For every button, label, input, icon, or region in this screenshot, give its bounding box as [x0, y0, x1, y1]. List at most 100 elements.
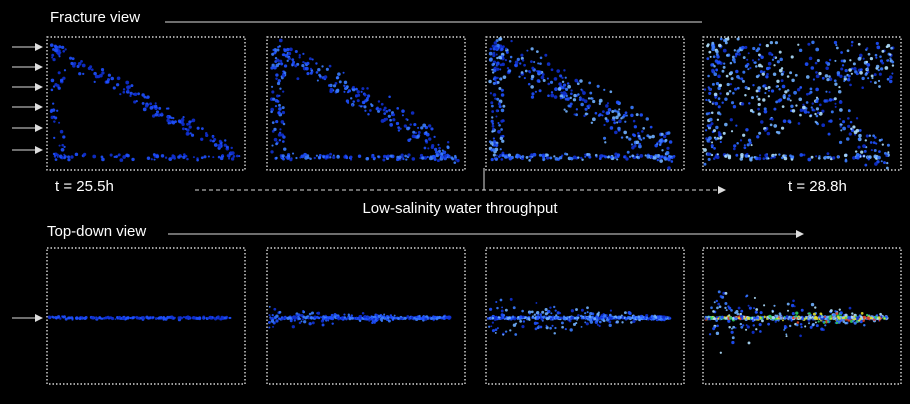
tracer-dot [853, 130, 858, 135]
tracer-dot [559, 96, 563, 100]
tracer-dot [778, 50, 782, 54]
tracer-dot [754, 310, 758, 314]
tracer-dot [141, 101, 145, 105]
tracer-dot [740, 154, 744, 159]
tracer-dot [859, 53, 863, 58]
tracer-dot [821, 123, 826, 128]
tracer-dot [500, 128, 503, 131]
tracer-dot [886, 59, 889, 62]
tracer-dot [117, 154, 120, 157]
tracer-dot [825, 66, 829, 70]
tracer-dot [558, 311, 562, 315]
tracer-dot [567, 104, 571, 108]
tracer-dot [317, 317, 320, 320]
tracer-dot [755, 308, 759, 311]
tracer-dot [879, 55, 882, 58]
tracer-dot [778, 68, 783, 73]
tracer-dot [735, 69, 739, 74]
tracer-dot [721, 69, 725, 73]
tracer-dot [172, 116, 175, 120]
tracer-dot [815, 71, 818, 74]
tracer-dot [297, 317, 301, 321]
tracer-dot [438, 149, 441, 153]
tracer-dot [879, 59, 884, 63]
tracer-dot [850, 127, 853, 131]
tracer-dot [454, 158, 457, 161]
tracer-dot [794, 73, 798, 77]
tracer-dot [395, 121, 400, 126]
tracer-dot [716, 55, 720, 59]
tracer-dot [713, 147, 716, 150]
tracer-dot [498, 55, 502, 60]
tracer-dot [782, 70, 785, 73]
tracer-dot [891, 72, 894, 75]
tracer-dot [384, 117, 388, 121]
tracer-dot [758, 63, 762, 68]
tracer-dot [852, 125, 856, 129]
tracer-dot [440, 155, 445, 159]
tracer-dot [786, 89, 790, 92]
tracer-dot [291, 316, 295, 320]
tracer-dot [825, 90, 828, 93]
tracer-dot [271, 144, 274, 147]
tracer-dot [291, 325, 295, 329]
tracer-dot [363, 105, 367, 109]
tracer-dot [828, 77, 833, 81]
tracer-dot [738, 52, 741, 56]
tracer-dot [230, 151, 235, 155]
tracer-dot [612, 116, 616, 120]
tracer-dot [275, 142, 278, 146]
tracer-dot [58, 121, 61, 124]
tracer-dot [667, 131, 671, 135]
tracer-dot [382, 154, 387, 159]
tracer-dot [815, 99, 819, 104]
tracer-dot [609, 155, 613, 159]
tracer-dot [862, 316, 866, 319]
tracer-dot [719, 140, 722, 144]
tracer-dot [733, 144, 737, 148]
tracer-dot [773, 56, 776, 59]
tracer-dot [707, 157, 711, 161]
tracer-dot [581, 98, 585, 102]
tracer-dot [335, 89, 340, 93]
tracer-dot [405, 118, 408, 121]
tracer-dot [608, 320, 612, 324]
tracer-dot [498, 86, 502, 90]
tracer-dot [283, 147, 287, 151]
tracer-dot [730, 130, 734, 133]
tracer-dot [520, 53, 524, 57]
tracer-dot [446, 145, 450, 149]
tracer-dot [775, 130, 779, 134]
tracer-dot [715, 319, 719, 322]
tracer-dot [192, 156, 195, 159]
tracer-dot [302, 310, 305, 313]
tracer-dot [360, 90, 363, 93]
tracer-dot [707, 98, 711, 102]
tracer-dot [530, 74, 535, 79]
tracer-dot [718, 305, 722, 309]
tracer-dot [57, 52, 61, 56]
tracer-dot [270, 150, 274, 154]
tracer-dot [866, 47, 869, 50]
tracer-dot [499, 148, 502, 151]
tracer-dot [382, 108, 386, 112]
tracer-dot [495, 109, 499, 113]
tracer-dot [789, 99, 792, 102]
tracer-dot [205, 133, 209, 138]
tracer-dot [560, 321, 564, 325]
tracer-dot [720, 315, 724, 319]
tracer-dot [744, 64, 749, 68]
tracer-dot [553, 155, 556, 158]
tracer-dot [717, 60, 721, 64]
tracer-dot [413, 122, 417, 127]
tracer-dot [148, 317, 151, 320]
tracer-dot [761, 319, 764, 323]
tracer-dot [735, 310, 739, 314]
tracer-dot [51, 56, 54, 59]
tracer-dot [597, 316, 601, 320]
tracer-dot [815, 74, 820, 79]
tracer-dot [281, 106, 285, 110]
tracer-dot [834, 310, 837, 313]
tracer-dot [727, 154, 732, 158]
tracer-dot [736, 312, 740, 316]
